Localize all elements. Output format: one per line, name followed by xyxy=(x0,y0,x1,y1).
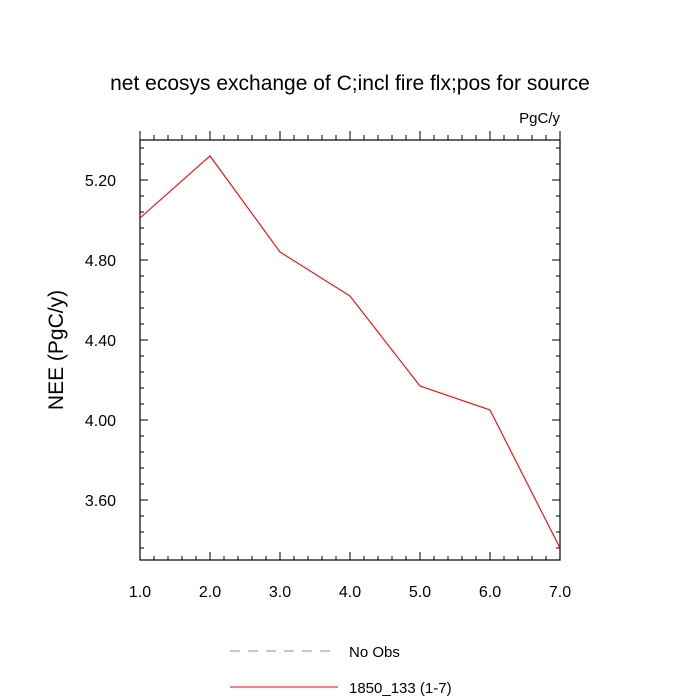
x-tick-label: 4.0 xyxy=(339,584,361,601)
x-tick-label: 6.0 xyxy=(479,584,501,601)
legend-label: 1850_133 (1-7) xyxy=(349,680,452,697)
y-tick-label: 4.80 xyxy=(85,253,116,270)
y-tick-label: 4.40 xyxy=(85,333,116,350)
legend-label: No Obs xyxy=(349,644,400,661)
legend: No Obs 1850_133 (1-7) xyxy=(230,644,452,697)
x-tick-label: 2.0 xyxy=(199,584,221,601)
series-line xyxy=(139,155,561,549)
y-axis-label: NEE (PgC/y) xyxy=(45,290,68,410)
chart-units: PgC/y xyxy=(519,110,560,127)
y-tick-label: 3.60 xyxy=(85,493,116,510)
x-tick-label: 5.0 xyxy=(409,584,431,601)
x-tick-label: 1.0 xyxy=(129,584,151,601)
data-series xyxy=(139,155,561,549)
x-tick-label: 7.0 xyxy=(549,584,571,601)
axis-ticks: 1.0 2.0 3.0 4.0 5.0 6.0 7.0 3.60 4.00 4.40 4.80 5.2… xyxy=(85,131,571,601)
plot-frame xyxy=(139,139,561,561)
y-tick-label: 5.20 xyxy=(85,173,116,190)
chart-title: net ecosys exchange of C;incl fire flx;p… xyxy=(110,72,590,95)
x-tick-label: 3.0 xyxy=(269,584,291,601)
y-tick-label: 4.00 xyxy=(85,413,116,430)
